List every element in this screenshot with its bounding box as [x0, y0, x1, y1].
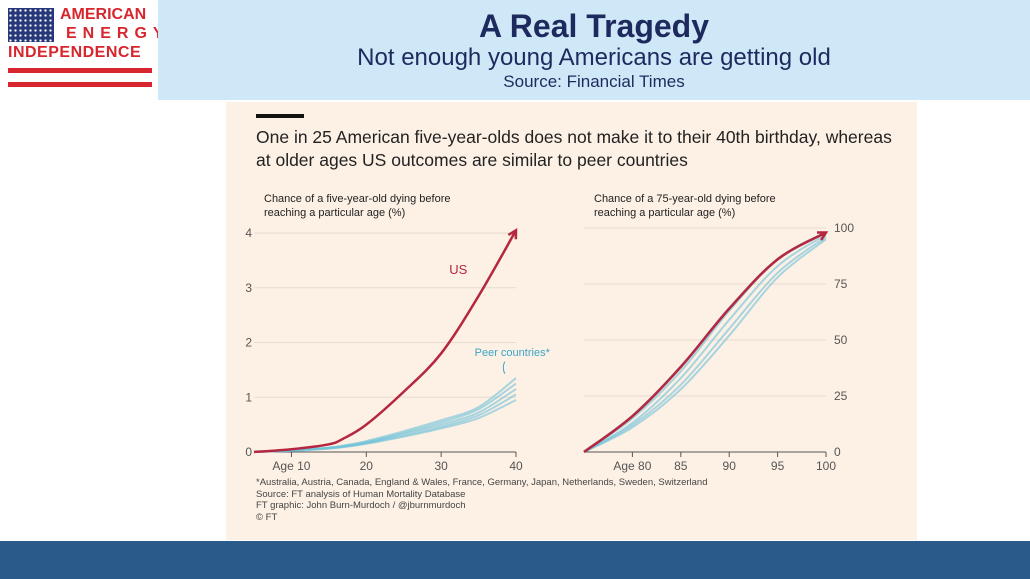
page-title: A Real Tragedy — [478, 8, 709, 44]
header: A Real Tragedy Not enough young American… — [158, 0, 1030, 100]
logo-stripe — [8, 82, 152, 87]
peer-series-line — [583, 236, 827, 453]
logo-stripe — [8, 68, 152, 73]
logo: AMERICAN ENERGY INDEPENDENCE — [6, 6, 164, 98]
logo-line: INDEPENDENCE — [8, 44, 142, 61]
us-series-line — [253, 229, 518, 454]
y-tick-label: 2 — [245, 336, 252, 350]
x-tick-label: 85 — [674, 459, 688, 473]
x-tick-label: 90 — [723, 459, 737, 473]
chart-title: reaching a particular age (%) — [594, 207, 735, 219]
x-tick-label: 100 — [816, 459, 836, 473]
chart-title: reaching a particular age (%) — [264, 207, 405, 219]
annotation-arrow — [502, 361, 506, 374]
y-tick-label: 4 — [245, 226, 252, 240]
charts: Chance of a five-year-old dying before re… — [245, 193, 854, 473]
y-tick-label: 0 — [834, 445, 841, 459]
footnote: © FT — [256, 511, 278, 523]
footer-bar — [0, 541, 1030, 579]
series-label-us: US — [449, 262, 467, 277]
peer-series-line — [583, 233, 827, 453]
peer-series-line — [253, 388, 517, 453]
logo-line: ENERGY — [66, 25, 170, 42]
peer-series-line — [253, 393, 517, 453]
subtitle: Not enough young Americans are getting o… — [357, 44, 831, 71]
divider — [256, 114, 304, 118]
peer-series-line — [253, 399, 517, 453]
x-tick-label: 40 — [509, 459, 523, 473]
logo-line: AMERICAN — [60, 6, 147, 23]
source: Source: Financial Times — [503, 72, 685, 91]
y-tick-label: 25 — [834, 389, 848, 403]
chart-headline: One in 25 American five-year-olds does n… — [256, 127, 892, 170]
chart-title: Chance of a 75-year-old dying before — [594, 193, 776, 205]
x-tick-label: Age 80 — [613, 459, 651, 473]
y-tick-label: 75 — [834, 277, 848, 291]
chart-panel: One in 25 American five-year-olds does n… — [226, 102, 917, 540]
y-tick-label: 3 — [245, 281, 252, 295]
x-tick-label: 20 — [360, 459, 374, 473]
footnotes: *Australia, Austria, Canada, England & W… — [256, 477, 707, 523]
y-tick-label: 1 — [245, 390, 252, 404]
y-tick-label: 50 — [834, 333, 848, 347]
y-tick-label: 0 — [245, 445, 252, 459]
x-tick-label: 30 — [434, 459, 448, 473]
peer-series-line — [583, 238, 827, 453]
x-tick-label: Age 10 — [272, 459, 310, 473]
x-tick-label: 95 — [771, 459, 785, 473]
y-tick-label: 100 — [834, 221, 854, 235]
arrow-icon — [816, 231, 829, 241]
footnote: Source: FT analysis of Human Mortality D… — [256, 488, 466, 500]
us-series-line — [583, 231, 827, 454]
series-label-peer: Peer countries* — [475, 347, 551, 359]
chart-title: Chance of a five-year-old dying before — [264, 193, 451, 205]
footnote: FT graphic: John Burn-Murdoch / @jburnmu… — [256, 500, 466, 511]
flag-icon — [8, 8, 54, 42]
arrow-icon — [507, 227, 518, 240]
footnote: *Australia, Austria, Canada, England & W… — [256, 477, 708, 488]
